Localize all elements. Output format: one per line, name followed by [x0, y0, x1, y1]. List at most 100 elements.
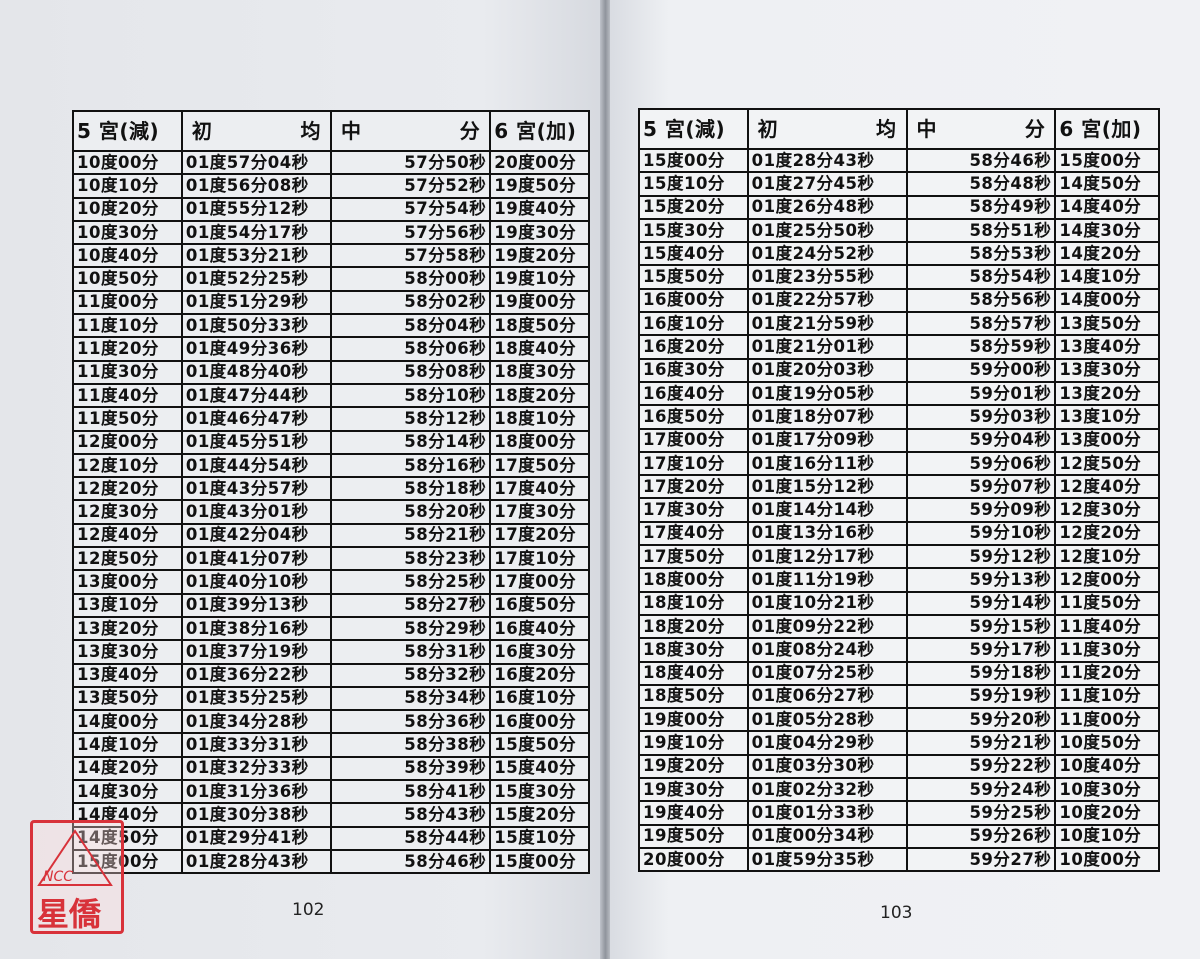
- cell-degree-5-palace: 17度20分: [638, 474, 749, 500]
- page-number: 102: [292, 900, 325, 920]
- cell-initial-equation: 01度28分43秒: [746, 147, 908, 174]
- table-row: 14度50分 01度29分41秒 58分44秒 15度10分: [72, 825, 590, 851]
- cell-initial-equation: 01度30分38秒: [180, 802, 333, 828]
- cell-middle-minutes: 59分10秒: [905, 520, 1057, 547]
- cell-initial-equation: 01度39分13秒: [180, 592, 333, 618]
- cell-initial-equation: 01度43分01秒: [180, 499, 333, 525]
- cell-degree-5-palace: 10度10分: [72, 173, 183, 199]
- cell-degree-6-palace: 15度20分: [489, 802, 590, 828]
- cell-middle-minutes: 59分25秒: [905, 800, 1057, 826]
- cell-middle-minutes: 58分02秒: [329, 289, 492, 316]
- cell-degree-5-palace: 17度10分: [638, 450, 749, 477]
- header-col-6-palace-plus: 6 宮(加): [489, 110, 590, 152]
- left-page: 5 宮(減) 初均 中分 6 宮(加) 10度00分 01度57分04秒 57分50…: [0, 0, 604, 959]
- table-row: 18度00分 01度11分19秒 59分13秒 12度00分: [638, 567, 1160, 593]
- cell-initial-equation: 01度43分57秒: [180, 476, 333, 502]
- cell-initial-equation: 01度40分10秒: [180, 569, 333, 595]
- table-row: 13度10分 01度39分13秒 58分27秒 16度50分: [72, 592, 590, 618]
- cell-degree-5-palace: 12度10分: [72, 452, 183, 479]
- header-label: 中: [341, 119, 362, 143]
- cell-degree-6-palace: 19度30分: [489, 219, 590, 246]
- cell-middle-minutes: 57分58秒: [329, 243, 492, 269]
- cell-middle-minutes: 57分56秒: [329, 219, 492, 246]
- cell-middle-minutes: 59分13秒: [905, 567, 1057, 593]
- cell-middle-minutes: 59分27秒: [905, 846, 1057, 873]
- cell-initial-equation: 01度02分32秒: [746, 777, 908, 803]
- cell-middle-minutes: 59分12秒: [905, 544, 1057, 570]
- cell-degree-5-palace: 14度20分: [72, 755, 183, 782]
- book-spine: [600, 0, 612, 959]
- cell-degree-5-palace: 10度20分: [72, 196, 183, 222]
- table-row: 18度20分 01度09分22秒 59分15秒 11度40分: [638, 613, 1160, 640]
- cell-initial-equation: 01度36分22秒: [180, 662, 333, 688]
- cell-initial-equation: 01度59分35秒: [746, 846, 908, 873]
- cell-initial-equation: 01度29分41秒: [180, 825, 333, 851]
- left-table: 5 宮(減) 初均 中分 6 宮(加) 10度00分 01度57分04秒 57分50…: [72, 110, 590, 875]
- cell-degree-6-palace: 18度10分: [489, 406, 590, 432]
- cell-middle-minutes: 59分03秒: [905, 404, 1057, 430]
- cell-degree-6-palace: 17度50分: [489, 452, 590, 479]
- cell-initial-equation: 01度49分36秒: [180, 336, 333, 362]
- cell-initial-equation: 01度55分12秒: [180, 196, 333, 222]
- table-row: 16度50分 01度18分07秒 59分03秒 13度10分: [638, 404, 1160, 430]
- cell-initial-equation: 01度28分43秒: [180, 848, 333, 875]
- cell-degree-6-palace: 16度20分: [489, 662, 590, 688]
- cell-initial-equation: 01度47分44秒: [180, 382, 333, 409]
- table-row: 20度00分 01度59分35秒 59分27秒 10度00分: [638, 846, 1160, 873]
- cell-degree-6-palace: 12度40分: [1054, 474, 1160, 500]
- cell-middle-minutes: 58分00秒: [329, 266, 492, 292]
- stamp-chinese: 星僑: [37, 895, 102, 933]
- cell-degree-5-palace: 19度30分: [638, 777, 749, 803]
- cell-degree-5-palace: 11度20分: [72, 336, 183, 362]
- table-row: 19度20分 01度03分30秒 59分22秒 10度40分: [638, 753, 1160, 780]
- right-page: 5 宮(減) 初均 中分 6 宮(加) 15度00分 01度28分43秒 58分46…: [610, 0, 1200, 959]
- cell-middle-minutes: 57分50秒: [329, 149, 492, 176]
- cell-degree-5-palace: 12度20分: [72, 476, 183, 502]
- table-row: 19度40分 01度01分33秒 59分25秒 10度20分: [638, 800, 1160, 826]
- cell-degree-6-palace: 15度00分: [1054, 147, 1160, 174]
- table-row: 15度00分 01度28分43秒 58分46秒 15度00分: [638, 147, 1160, 174]
- table-row: 17度50分 01度12分17秒 59分12秒 12度10分: [638, 544, 1160, 570]
- cell-initial-equation: 01度21分01秒: [746, 334, 908, 360]
- cell-degree-5-palace: 11度40分: [72, 382, 183, 409]
- cell-degree-6-palace: 12度30分: [1054, 497, 1160, 523]
- header-label: 均: [300, 119, 321, 143]
- cell-degree-5-palace: 18度40分: [638, 660, 749, 686]
- cell-degree-5-palace: 16度00分: [638, 287, 749, 314]
- table-row: 13度00分 01度40分10秒 58分25秒 17度00分: [72, 569, 590, 595]
- cell-initial-equation: 01度44分54秒: [180, 452, 333, 479]
- cell-degree-6-palace: 13度00分: [1054, 427, 1160, 453]
- table-row: 14度20分 01度32分33秒 58分39秒 15度40分: [72, 755, 590, 782]
- table-row: 17度10分 01度16分11秒 59分06秒 12度50分: [638, 450, 1160, 477]
- table-row: 18度30分 01度08分24秒 59分17秒 11度30分: [638, 637, 1160, 663]
- cell-middle-minutes: 59分19秒: [905, 683, 1057, 710]
- cell-initial-equation: 01度31分36秒: [180, 779, 333, 805]
- cell-degree-5-palace: 12度00分: [72, 429, 183, 455]
- cell-initial-equation: 01度35分25秒: [180, 685, 333, 712]
- cell-middle-minutes: 57分54秒: [329, 196, 492, 222]
- cell-degree-5-palace: 18度00分: [638, 567, 749, 593]
- table-row: 11度00分 01度51分29秒 58分02秒 19度00分: [72, 289, 590, 316]
- cell-initial-equation: 01度13分16秒: [746, 520, 908, 547]
- cell-middle-minutes: 58分08秒: [329, 359, 492, 385]
- table-row: 12度30分 01度43分01秒 58分20秒 17度30分: [72, 499, 590, 525]
- cell-middle-minutes: 58分27秒: [329, 592, 492, 618]
- cell-middle-minutes: 58分46秒: [905, 147, 1057, 174]
- header-label: 初: [757, 117, 779, 141]
- table-row: 17度40分 01度13分16秒 59分10秒 12度20分: [638, 520, 1160, 547]
- cell-degree-5-palace: 13度50分: [72, 685, 183, 712]
- cell-degree-6-palace: 17度40分: [489, 476, 590, 502]
- cell-middle-minutes: 58分06秒: [329, 336, 492, 362]
- cell-degree-5-palace: 17度00分: [638, 427, 749, 453]
- cell-degree-5-palace: 13度00分: [72, 569, 183, 595]
- cell-degree-5-palace: 11度30分: [72, 359, 183, 385]
- cell-degree-6-palace: 13度10分: [1054, 404, 1160, 430]
- cell-degree-6-palace: 11度20分: [1054, 660, 1160, 686]
- table-row: 13度50分 01度35分25秒 58分34秒 16度10分: [72, 685, 590, 712]
- table-row: 12度50分 01度41分07秒 58分23秒 17度10分: [72, 546, 590, 572]
- cell-degree-5-palace: 15度40分: [638, 241, 749, 267]
- cell-initial-equation: 01度50分33秒: [180, 313, 333, 339]
- cell-initial-equation: 01度07分25秒: [746, 660, 908, 686]
- right-table: 5 宮(減) 初均 中分 6 宮(加) 15度00分 01度28分43秒 58分46…: [638, 108, 1160, 873]
- cell-initial-equation: 01度54分17秒: [180, 219, 333, 246]
